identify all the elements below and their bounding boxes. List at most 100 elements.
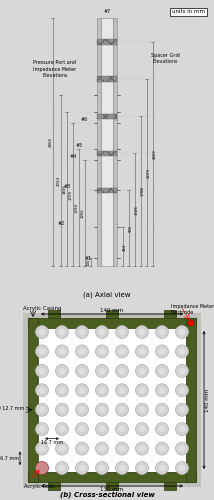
Circle shape xyxy=(38,348,46,356)
Circle shape xyxy=(175,326,189,338)
Circle shape xyxy=(36,364,49,378)
Circle shape xyxy=(158,444,166,452)
Circle shape xyxy=(36,326,49,338)
Text: #2: #2 xyxy=(58,222,65,226)
Text: 464: 464 xyxy=(123,244,127,250)
Bar xyxy=(97,76,117,82)
Circle shape xyxy=(135,462,149,474)
Circle shape xyxy=(175,384,189,397)
Circle shape xyxy=(156,422,168,436)
Circle shape xyxy=(116,442,128,455)
Circle shape xyxy=(95,364,108,378)
Circle shape xyxy=(98,425,106,433)
Circle shape xyxy=(55,462,68,474)
Text: 1394: 1394 xyxy=(75,203,79,213)
Circle shape xyxy=(38,386,46,394)
Circle shape xyxy=(36,442,49,455)
Circle shape xyxy=(178,464,186,472)
Circle shape xyxy=(118,406,126,413)
Circle shape xyxy=(116,345,128,358)
Circle shape xyxy=(158,464,166,472)
Circle shape xyxy=(55,442,68,455)
Circle shape xyxy=(98,348,106,356)
Text: #5: #5 xyxy=(76,143,83,148)
Circle shape xyxy=(135,442,149,455)
Circle shape xyxy=(178,348,186,356)
Circle shape xyxy=(36,462,49,474)
Circle shape xyxy=(158,367,166,375)
Circle shape xyxy=(118,348,126,356)
Text: #1: #1 xyxy=(85,256,92,260)
Circle shape xyxy=(156,442,168,455)
Circle shape xyxy=(175,442,189,455)
Circle shape xyxy=(178,425,186,433)
Text: #7: #7 xyxy=(103,8,111,14)
Circle shape xyxy=(116,326,128,338)
Circle shape xyxy=(175,364,189,378)
Circle shape xyxy=(76,462,89,474)
Circle shape xyxy=(78,328,86,336)
Circle shape xyxy=(55,345,68,358)
Bar xyxy=(28,318,38,482)
Circle shape xyxy=(116,422,128,436)
Circle shape xyxy=(118,464,126,472)
Circle shape xyxy=(95,326,108,338)
Text: 1266: 1266 xyxy=(81,208,85,218)
Circle shape xyxy=(78,444,86,452)
Circle shape xyxy=(95,403,108,416)
Circle shape xyxy=(138,444,146,452)
Bar xyxy=(38,328,186,472)
Text: 2229: 2229 xyxy=(147,168,151,178)
Text: #3: #3 xyxy=(64,184,71,190)
Circle shape xyxy=(78,425,86,433)
Circle shape xyxy=(78,406,86,413)
Circle shape xyxy=(78,386,86,394)
Circle shape xyxy=(178,444,186,452)
Circle shape xyxy=(138,406,146,413)
Bar xyxy=(97,188,117,193)
Circle shape xyxy=(138,425,146,433)
Circle shape xyxy=(178,367,186,375)
Circle shape xyxy=(98,444,106,452)
Circle shape xyxy=(156,403,168,416)
Circle shape xyxy=(138,367,146,375)
Circle shape xyxy=(76,345,89,358)
Bar xyxy=(48,482,60,490)
Bar xyxy=(48,310,60,318)
Bar xyxy=(28,472,196,482)
Circle shape xyxy=(55,422,68,436)
Circle shape xyxy=(58,348,66,356)
Circle shape xyxy=(158,425,166,433)
Circle shape xyxy=(36,403,49,416)
Circle shape xyxy=(138,328,146,336)
Text: 1346: 1346 xyxy=(135,205,139,215)
Circle shape xyxy=(36,384,49,397)
Circle shape xyxy=(156,345,168,358)
Text: Acrylic Casing: Acrylic Casing xyxy=(23,306,61,311)
Text: Acrylic Rods: Acrylic Rods xyxy=(24,484,55,489)
Bar xyxy=(106,482,118,490)
Circle shape xyxy=(118,444,126,452)
Bar xyxy=(97,40,117,45)
Circle shape xyxy=(55,384,68,397)
Circle shape xyxy=(135,326,149,338)
Text: 130 mm: 130 mm xyxy=(100,487,124,492)
Circle shape xyxy=(156,364,168,378)
Circle shape xyxy=(95,345,108,358)
Text: 16.7 mm: 16.7 mm xyxy=(0,456,19,461)
Circle shape xyxy=(76,384,89,397)
Circle shape xyxy=(95,422,108,436)
Circle shape xyxy=(158,348,166,356)
Circle shape xyxy=(156,462,168,474)
Circle shape xyxy=(58,464,66,472)
Circle shape xyxy=(175,345,189,358)
Text: units in mm: units in mm xyxy=(172,10,205,14)
Circle shape xyxy=(55,403,68,416)
Circle shape xyxy=(118,328,126,336)
Circle shape xyxy=(98,328,106,336)
Circle shape xyxy=(58,386,66,394)
Text: Ø 12.7 mm: Ø 12.7 mm xyxy=(0,406,24,411)
Circle shape xyxy=(158,406,166,413)
Circle shape xyxy=(116,384,128,397)
Bar xyxy=(97,18,101,266)
